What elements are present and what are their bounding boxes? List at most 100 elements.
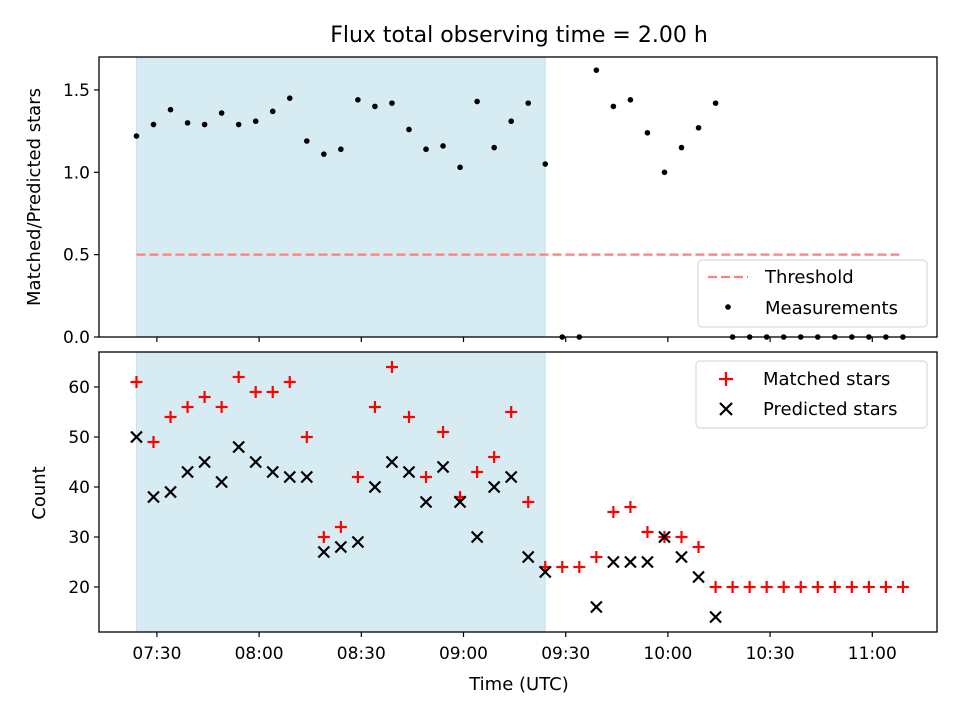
predicted-star-marker	[198, 455, 211, 469]
predicted-star-marker	[266, 465, 280, 479]
matched-star-marker	[505, 406, 518, 418]
predicted-star-marker	[147, 490, 160, 504]
predicted-star-marker	[453, 495, 467, 509]
measurement-point	[712, 100, 719, 106]
matched-star-marker	[334, 521, 347, 533]
predicted-legend-swatch	[719, 402, 733, 416]
measurement-point	[423, 146, 429, 153]
measurements-legend-swatch	[725, 304, 731, 310]
measurement-point	[661, 169, 668, 176]
measurement-point	[201, 121, 208, 128]
predicted-star-marker	[181, 465, 194, 479]
measurement-point	[150, 121, 157, 128]
measurement-point	[491, 144, 497, 151]
predicted-star-marker	[624, 555, 637, 569]
count-y-axis-label: Count	[29, 466, 50, 519]
predicted-star-marker	[692, 570, 705, 584]
time-x-tick-label: 07:30	[132, 644, 181, 664]
measurement-point	[321, 151, 327, 157]
predicted-star-marker	[130, 430, 143, 444]
predicted-star-marker	[283, 470, 297, 484]
ratio-legend: Threshold Measurements	[697, 259, 928, 328]
predicted-star-marker	[249, 455, 262, 469]
measurement-point	[286, 95, 293, 101]
matched-star-marker	[794, 581, 807, 593]
matched-star-marker	[556, 561, 569, 573]
measurement-point	[389, 100, 395, 106]
ratio-y-axis: 0.0 0.5 1.0 1.5	[63, 81, 99, 348]
predicted-star-marker	[164, 485, 177, 499]
matched-star-marker	[147, 436, 160, 448]
matched-star-marker	[607, 506, 620, 518]
matched-star-marker	[709, 581, 722, 593]
matched-star-marker	[368, 401, 381, 413]
measurement-point	[678, 144, 685, 151]
measurement-point	[355, 97, 361, 103]
observing-window-shade-bottom	[135, 351, 546, 633]
ratio-plot-frame	[98, 56, 938, 338]
measurement-point	[610, 103, 617, 110]
measurement-point	[184, 120, 191, 126]
predicted-star-marker	[538, 565, 552, 579]
measurement-point	[218, 110, 225, 116]
measurement-point	[440, 143, 446, 149]
time-x-tick-label: 08:00	[235, 644, 284, 664]
observing-window-shade-top	[135, 56, 546, 338]
matched-star-marker	[862, 581, 875, 593]
matched-star-marker	[590, 551, 603, 563]
matched-star-marker	[164, 411, 177, 423]
matched-star-marker	[760, 581, 773, 593]
matched-star-marker	[198, 391, 211, 403]
count-y-tick-label: 60	[68, 378, 90, 398]
matched-star-marker	[743, 581, 756, 593]
predicted-star-marker	[419, 495, 433, 509]
measurement-point	[474, 98, 480, 105]
matched-star-marker	[181, 401, 194, 413]
predicted-star-marker	[436, 460, 450, 474]
time-x-tick-label: 08:30	[337, 644, 386, 664]
matched-star-marker	[811, 581, 824, 593]
matched-legend-swatch	[719, 372, 733, 386]
matched-star-marker	[573, 561, 586, 573]
predicted-star-marker	[232, 440, 245, 454]
time-x-tick-label: 09:30	[541, 644, 590, 664]
ratio-x-ticks	[156, 337, 873, 342]
count-y-axis: 20 30 40 50 60	[68, 378, 99, 598]
matched-star-marker	[675, 531, 688, 543]
predicted-star-marker	[658, 530, 671, 544]
measurement-point	[644, 129, 651, 136]
matched-star-marker	[845, 581, 858, 593]
count-plot-frame	[98, 351, 938, 633]
ratio-y-axis-label: Matched/Predicted stars	[24, 88, 45, 306]
measurement-point	[406, 126, 412, 133]
matched-star-marker	[351, 471, 364, 483]
chart-title: Flux total observing time = 2.00 h	[330, 23, 708, 48]
matched-star-marker	[232, 371, 245, 383]
ratio-y-tick-label: 0.5	[63, 246, 90, 266]
measurement-point	[269, 108, 276, 115]
predicted-star-marker	[300, 470, 314, 484]
measurement-point	[457, 164, 463, 171]
matched-star-marker	[215, 401, 228, 413]
matched-star-marker	[402, 411, 415, 423]
ratio-y-tick-label: 1.0	[63, 163, 90, 183]
measurements-series	[133, 67, 906, 340]
matched-star-marker	[420, 471, 433, 483]
matched-star-marker	[130, 376, 143, 388]
threshold-legend-label: Threshold	[764, 267, 854, 288]
matched-star-marker	[300, 431, 313, 443]
matched-legend-label: Matched stars	[763, 369, 890, 390]
predicted-star-marker	[709, 610, 722, 624]
count-y-tick-label: 40	[68, 478, 90, 498]
matched-star-marker	[283, 376, 296, 388]
predicted-star-marker	[402, 465, 416, 479]
predicted-star-marker	[334, 540, 348, 554]
ratio-panel: 0.0 0.5 1.0 1.5 Matched/Predicted stars Thr…	[24, 56, 938, 348]
matched-star-marker	[488, 451, 501, 463]
predicted-star-marker	[317, 545, 331, 559]
predicted-star-marker	[521, 550, 535, 564]
measurement-point	[542, 161, 549, 167]
measurements-legend-label: Measurements	[765, 298, 898, 319]
x-axis-label: Time (UTC)	[468, 674, 569, 695]
